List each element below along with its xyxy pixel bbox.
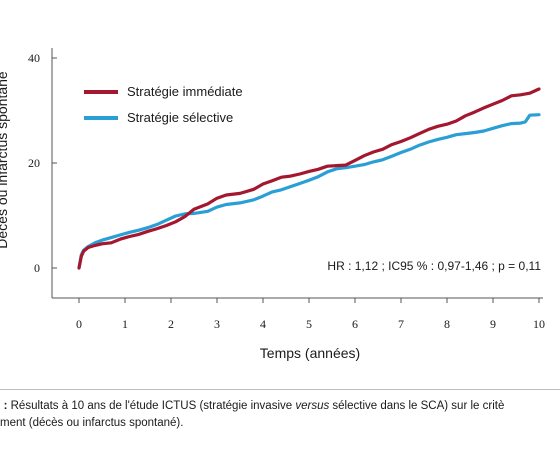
x-tick-label: 7 (398, 317, 404, 331)
x-axis-title: Temps (années) (260, 345, 360, 361)
caption-divider (0, 389, 560, 390)
y-tick-label: 0 (34, 261, 40, 275)
series-line-selective (77, 113, 541, 270)
x-tick-label: 0 (76, 317, 82, 331)
series-line-immediate (77, 87, 541, 270)
legend: Stratégie immédiate Stratégie sélective (84, 84, 243, 125)
legend-label-immediate: Stratégie immédiate (127, 84, 243, 99)
axes (51, 48, 543, 299)
x-tick-label: 8 (444, 317, 450, 331)
hr-annotation: HR : 1,12 ; IC95 % : 0,97-1,46 ; p = 0,1… (327, 259, 541, 273)
caption-italic: versus (295, 400, 330, 412)
x-tick-label: 3 (214, 317, 220, 331)
x-tick-label: 5 (306, 317, 312, 331)
x-tick-label: 6 (352, 317, 358, 331)
y-tick-label: 20 (28, 156, 40, 170)
x-tick-label: 10 (533, 317, 545, 331)
caption-text-a: Résultats à 10 ans de l'étude ICTUS (str… (7, 400, 296, 412)
caption-line-2: ment (décès ou infarctus spontané). (0, 417, 184, 429)
caption-prefix: 2 : (0, 400, 8, 412)
x-ticks: 0 1 2 3 4 5 6 7 8 9 10 (76, 298, 545, 331)
x-tick-label: 9 (490, 317, 496, 331)
figure-caption: 2 : Résultats à 10 ans de l'étude ICTUS … (0, 398, 560, 432)
y-ticks: 0 20 40 (28, 51, 57, 275)
x-tick-label: 1 (122, 317, 128, 331)
x-tick-label: 4 (260, 317, 266, 331)
y-axis-title: Décès ou infarctus spontané (0, 71, 10, 249)
caption-line-1: 2 : Résultats à 10 ans de l'étude ICTUS … (0, 398, 560, 415)
y-tick-label: 40 (28, 51, 40, 65)
x-tick-label: 2 (168, 317, 174, 331)
caption-text-b: sélective dans le SCA) sur le critè (329, 400, 505, 412)
series-lines (77, 87, 541, 270)
legend-label-selective: Stratégie sélective (127, 110, 233, 125)
line-chart: 0 20 40 0 1 2 3 4 5 6 7 8 9 10 Stratégie immédiate S… (0, 48, 545, 361)
